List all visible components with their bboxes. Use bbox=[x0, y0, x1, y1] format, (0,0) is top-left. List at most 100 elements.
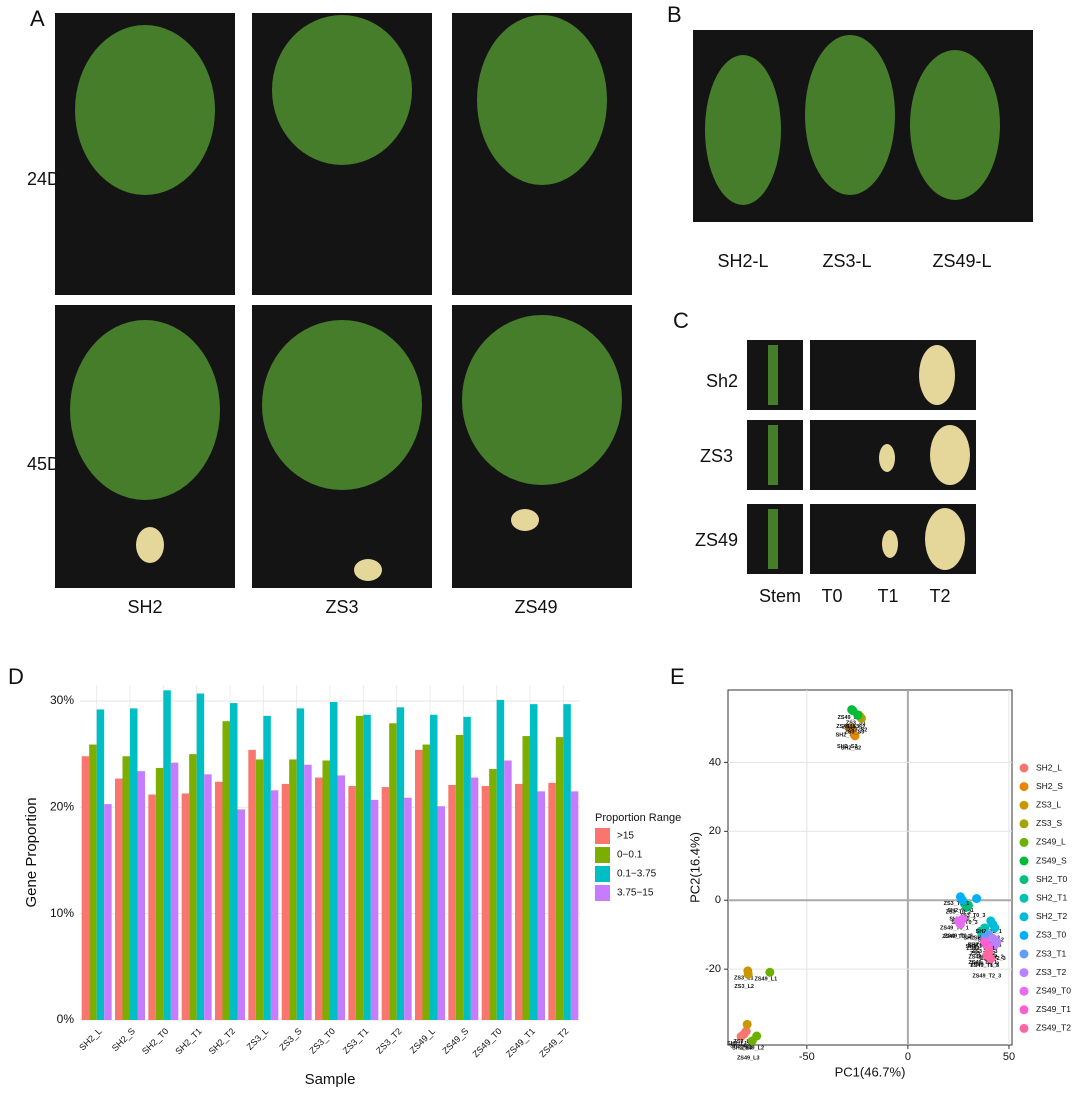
point bbox=[992, 937, 1002, 947]
y-tick-label: 0% bbox=[57, 1012, 75, 1026]
x-tick-label: ZS49_L bbox=[408, 1026, 437, 1055]
bar bbox=[137, 771, 145, 1020]
bar bbox=[437, 806, 445, 1020]
bar bbox=[163, 690, 171, 1020]
row-label: 24D bbox=[27, 169, 60, 189]
row-label: ZS3 bbox=[700, 446, 733, 466]
bar bbox=[370, 799, 379, 1020]
bar bbox=[215, 781, 223, 1020]
point bbox=[957, 914, 967, 924]
x-tick-label: SH2_S bbox=[110, 1026, 137, 1053]
y-tick-label: 0 bbox=[715, 894, 721, 906]
x-tick-label: SH2_T2 bbox=[207, 1026, 237, 1056]
legend-swatch bbox=[1019, 875, 1029, 885]
y-axis-title: Gene Proportion bbox=[23, 797, 40, 907]
column-label: ZS3 bbox=[325, 597, 358, 617]
x-tick-label: ZS3_T0 bbox=[307, 1026, 337, 1056]
bar bbox=[189, 754, 197, 1020]
legend-swatch bbox=[1019, 856, 1029, 866]
tuber bbox=[354, 559, 382, 581]
x-tick-label: ZS3_T1 bbox=[341, 1026, 371, 1056]
bar bbox=[389, 723, 397, 1020]
legend-label: 0.1−3.75 bbox=[617, 869, 657, 880]
legend-title: Proportion Range bbox=[595, 812, 681, 824]
column-label: ZS49 bbox=[514, 597, 557, 617]
stem bbox=[768, 509, 778, 569]
panel-letter: A bbox=[30, 6, 45, 31]
point-label: ZS3_T0_3 bbox=[960, 913, 986, 919]
legend-swatch bbox=[595, 847, 610, 863]
legend-label: ZS3_L bbox=[1036, 799, 1061, 809]
point-label: ZS49_L1 bbox=[755, 977, 778, 983]
y-tick-label: 30% bbox=[50, 693, 74, 707]
point-label: ZS49_T0_2 bbox=[942, 934, 971, 940]
point bbox=[847, 705, 857, 715]
point-label: SH2_L3 bbox=[732, 1046, 752, 1052]
x-tick-label: ZS3_T2 bbox=[374, 1026, 404, 1056]
bar bbox=[470, 777, 479, 1020]
column-label: T0 bbox=[821, 586, 842, 606]
point bbox=[980, 923, 990, 933]
point bbox=[957, 895, 967, 905]
point-label: SH2_T1_3 bbox=[968, 942, 994, 948]
bar bbox=[204, 774, 212, 1020]
legend-label: SH2_S bbox=[1036, 781, 1063, 791]
bar bbox=[122, 756, 130, 1020]
point-label: ZS49_T2_3 bbox=[972, 973, 1001, 979]
legend-label: ZS3_T1 bbox=[1036, 948, 1067, 958]
tuber bbox=[136, 527, 164, 563]
point-label: ZS49_T2_2 bbox=[970, 961, 999, 967]
legend-swatch bbox=[1019, 837, 1029, 847]
legend-label: SH2_T0 bbox=[1036, 874, 1067, 884]
bar bbox=[230, 703, 238, 1020]
bar bbox=[130, 708, 138, 1020]
bar bbox=[304, 764, 312, 1020]
legend-label: ZS49_T2 bbox=[1036, 1023, 1071, 1033]
point bbox=[986, 916, 996, 926]
point-label: ZS3_L2 bbox=[734, 984, 754, 990]
point bbox=[972, 894, 982, 904]
point-label: ZS49_T2_1 bbox=[968, 960, 997, 966]
legend-swatch bbox=[1019, 986, 1029, 996]
x-axis-title: PC1(46.7%) bbox=[835, 1064, 906, 1079]
point-label: ZS49_S2 bbox=[842, 725, 865, 731]
panel-letter: B bbox=[667, 2, 682, 27]
legend-swatch bbox=[1019, 893, 1029, 903]
legend-swatch bbox=[1019, 968, 1029, 978]
legend-label: SH2_T2 bbox=[1036, 911, 1067, 921]
bar bbox=[89, 744, 97, 1020]
legend-swatch bbox=[595, 828, 610, 844]
point bbox=[742, 1019, 752, 1029]
y-axis-title: PC2(16.4%) bbox=[687, 832, 702, 903]
plant bbox=[70, 320, 220, 500]
legend-swatch bbox=[1019, 1005, 1029, 1015]
bar bbox=[522, 736, 530, 1020]
bar bbox=[248, 749, 256, 1020]
leaf-label: ZS3-L bbox=[822, 251, 871, 271]
point bbox=[846, 725, 856, 735]
point bbox=[747, 1036, 757, 1046]
tuber bbox=[919, 345, 955, 405]
point-label: SH2_S1 bbox=[836, 732, 857, 738]
x-tick-label: ZS49_T2 bbox=[537, 1026, 570, 1059]
x-tick-label: SH2_T1 bbox=[173, 1026, 203, 1056]
point bbox=[964, 900, 974, 910]
row-label: 45D bbox=[27, 454, 60, 474]
point bbox=[765, 967, 775, 977]
legend-label: ZS49_L bbox=[1036, 837, 1066, 847]
bar bbox=[181, 793, 190, 1020]
bar bbox=[504, 760, 512, 1020]
tuber bbox=[879, 444, 895, 472]
bar bbox=[570, 791, 579, 1020]
row-label: Sh2 bbox=[706, 371, 738, 391]
bar bbox=[155, 767, 164, 1020]
point-label: ZS3_T0_1 bbox=[944, 901, 970, 907]
tuber bbox=[925, 508, 965, 570]
bar bbox=[196, 693, 205, 1020]
bar bbox=[104, 804, 112, 1020]
y-tick-label: 20% bbox=[50, 799, 74, 813]
plot-panel bbox=[727, 689, 1013, 1046]
bar bbox=[115, 778, 123, 1020]
photo-grid bbox=[55, 13, 632, 588]
